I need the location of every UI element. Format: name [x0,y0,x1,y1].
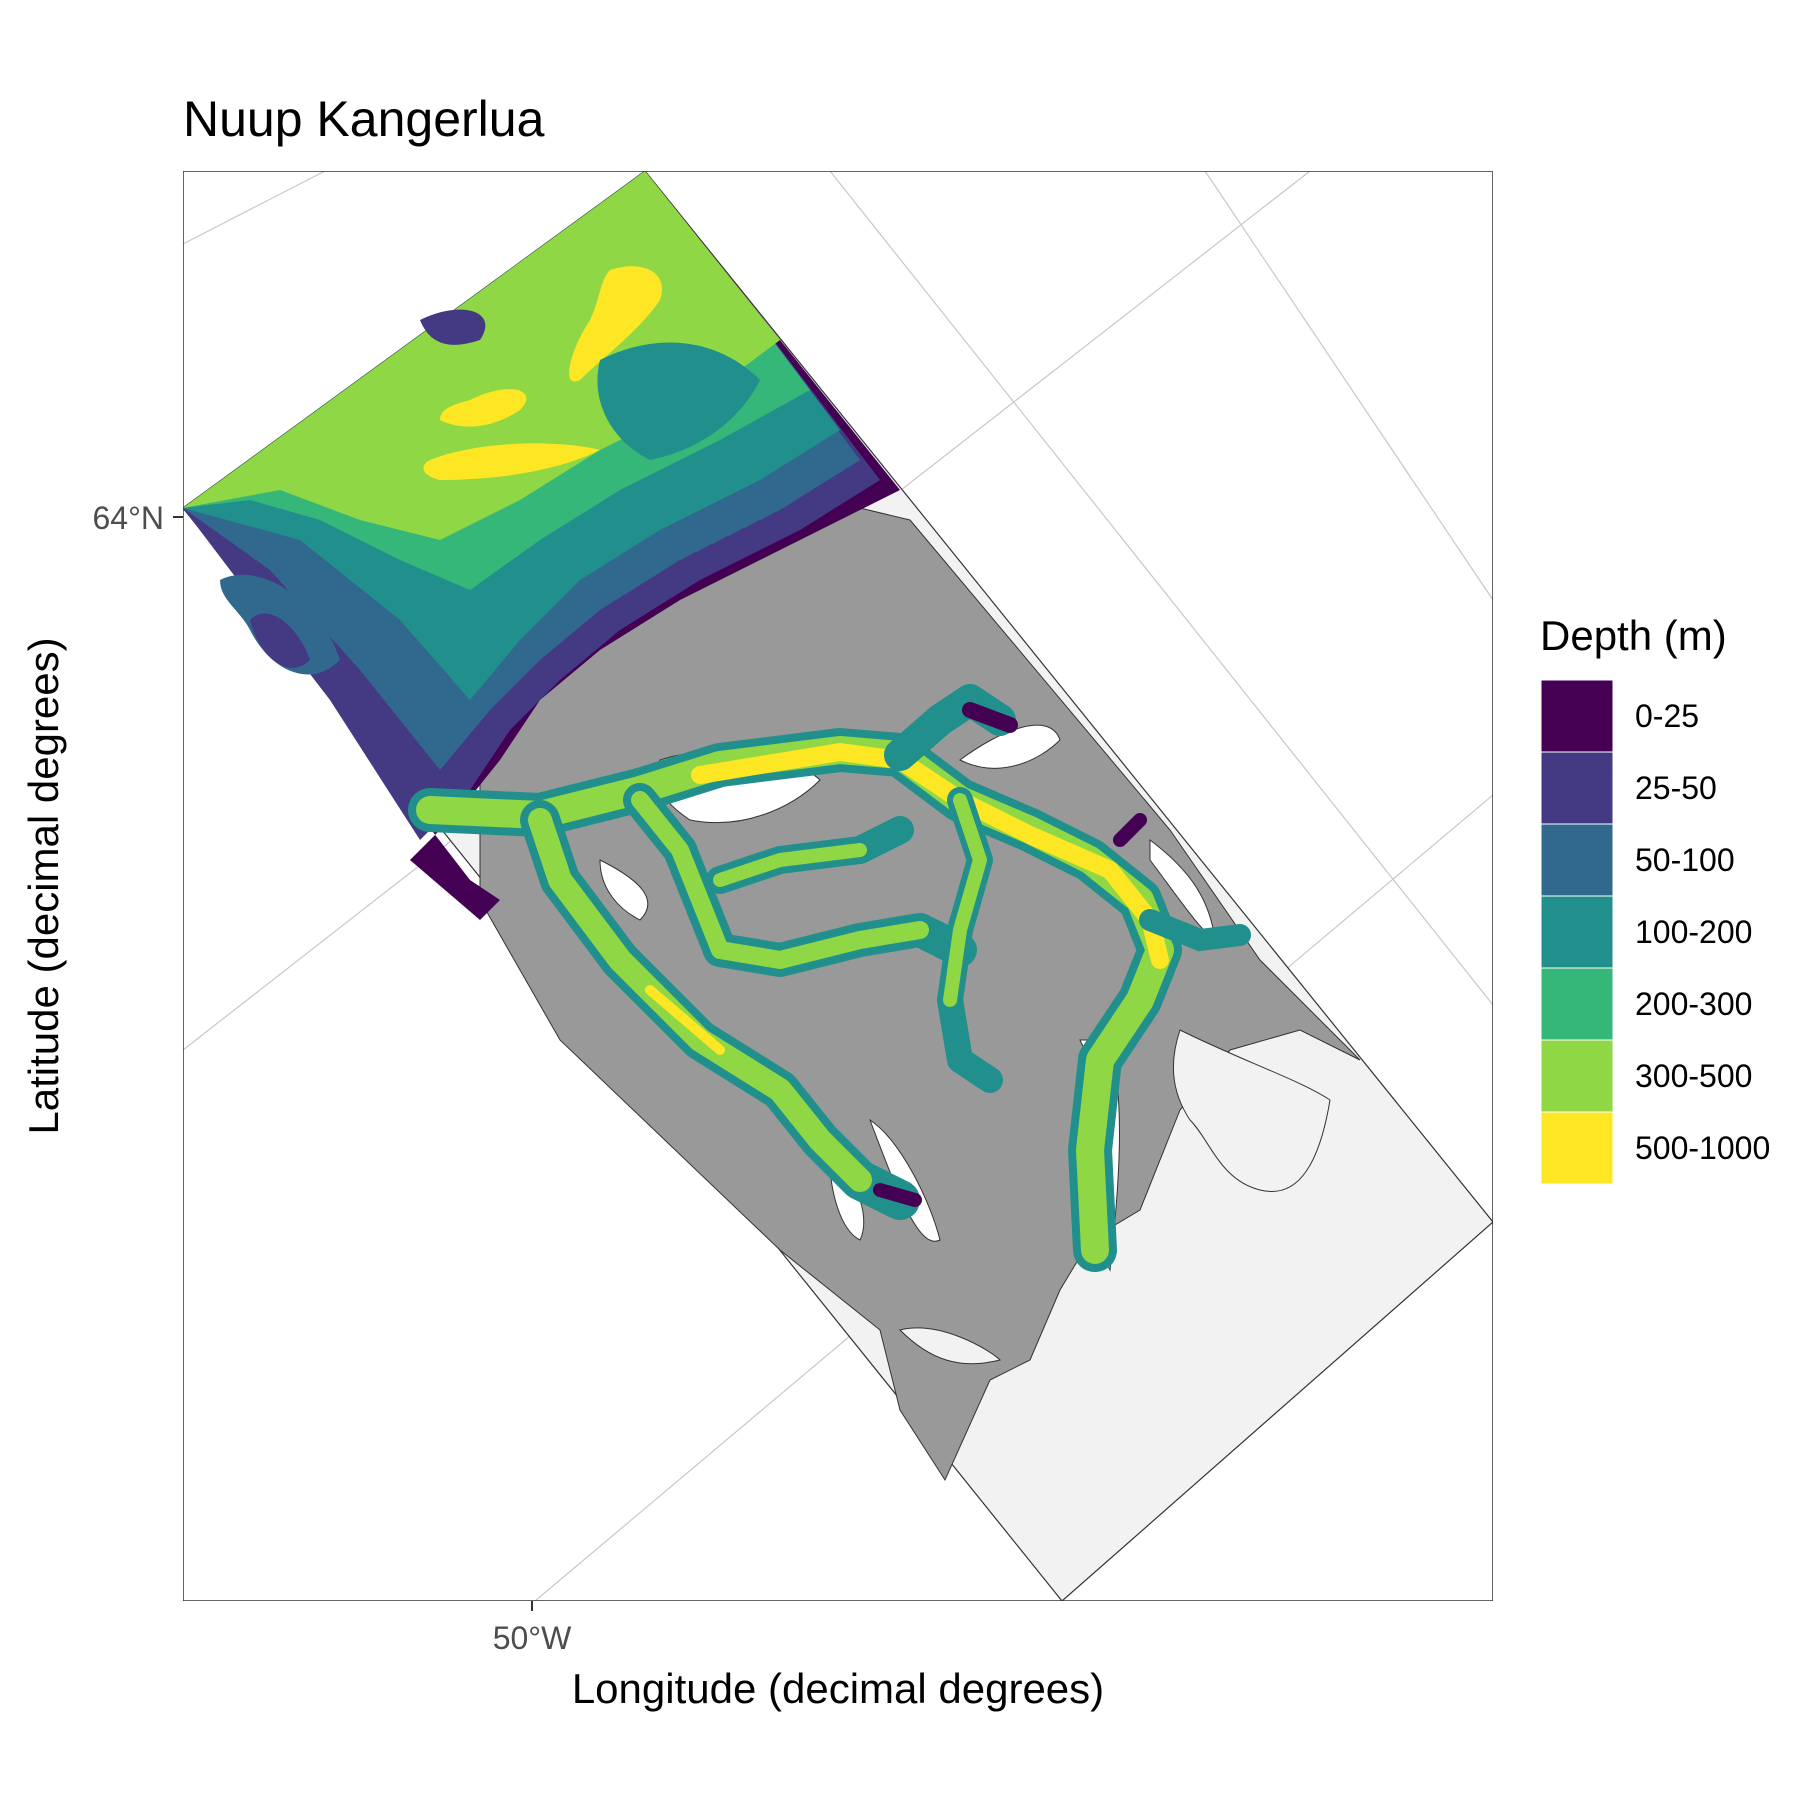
x-axis-title: Longitude (decimal degrees) [572,1665,1104,1712]
legend-title: Depth (m) [1540,612,1727,659]
legend-label-200-300: 200-300 [1635,986,1752,1022]
x-tick-label: 50°W [493,1620,572,1656]
y-axis-title: Latitude (decimal degrees) [20,637,67,1134]
inland-light-patches [899,1029,1331,1365]
depth-band-500-1000-c [423,443,600,480]
y-tick-label: 64°N [93,500,165,536]
legend-label-300-500: 300-500 [1635,1058,1752,1094]
legend-label-0-25: 0-25 [1635,698,1699,734]
depth-band-500-1000-a [569,266,662,382]
map-panel [183,171,1493,1601]
legend: Depth (m) 0-25 25-50 50-100 100-200 200-300 3… [1540,612,1770,1185]
y-axis: 64°N [93,500,183,536]
bathymetry [183,171,1251,1272]
legend-items: 0-25 25-50 50-100 100-200 200-300 300-500 500-… [1540,679,1770,1185]
legend-swatch-500-1000 [1540,1111,1614,1185]
legend-label-50-100: 50-100 [1635,842,1735,878]
legend-swatch-0-25 [1540,679,1614,753]
x-axis: 50°W [493,1601,572,1656]
depth-band-500-1000-b [440,389,527,427]
chart-title: Nuup Kangerlua [183,91,545,147]
legend-swatch-50-100 [1540,823,1614,897]
legend-swatch-200-300 [1540,967,1614,1041]
legend-label-25-50: 25-50 [1635,770,1717,806]
legend-swatch-25-50 [1540,751,1614,825]
legend-label-500-1000: 500-1000 [1635,1130,1770,1166]
legend-swatch-100-200 [1540,895,1614,969]
legend-label-100-200: 100-200 [1635,914,1752,950]
depth-band-300-500 [183,171,780,540]
legend-swatch-300-500 [1540,1039,1614,1113]
